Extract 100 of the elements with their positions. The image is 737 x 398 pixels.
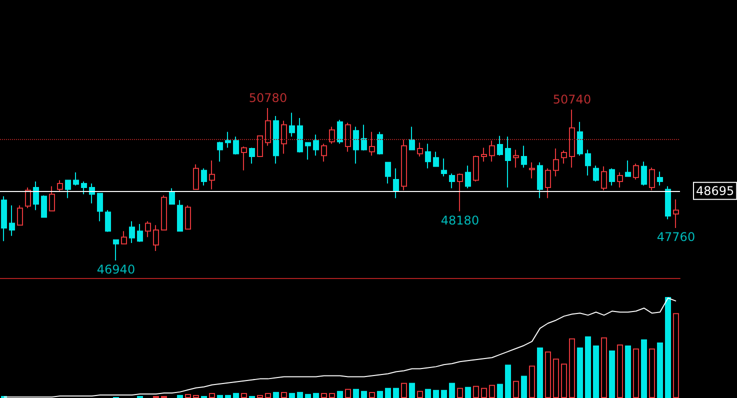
bar bbox=[369, 392, 375, 398]
candlestick bbox=[473, 155, 479, 182]
candlestick bbox=[521, 145, 527, 168]
bar bbox=[529, 366, 535, 398]
candlestick bbox=[65, 180, 71, 199]
bar bbox=[185, 394, 191, 398]
candlestick bbox=[105, 210, 111, 232]
candlestick bbox=[537, 162, 543, 199]
candlestick bbox=[201, 168, 207, 186]
candlestick bbox=[313, 134, 319, 156]
bar bbox=[601, 337, 607, 398]
candlestick bbox=[241, 146, 247, 171]
bar bbox=[361, 390, 367, 398]
candlestick bbox=[609, 168, 615, 186]
bar bbox=[177, 394, 183, 398]
candlestick bbox=[385, 162, 391, 184]
candlestick bbox=[297, 117, 303, 154]
candlestick bbox=[553, 148, 559, 177]
bar bbox=[289, 392, 295, 398]
candlestick bbox=[401, 139, 407, 191]
bar bbox=[273, 392, 279, 398]
bar bbox=[217, 394, 223, 398]
candlestick bbox=[393, 168, 399, 199]
bar bbox=[297, 392, 303, 398]
bar bbox=[657, 342, 663, 398]
bar bbox=[329, 392, 335, 398]
candlestick bbox=[177, 200, 183, 232]
bar bbox=[385, 388, 391, 398]
bar bbox=[337, 390, 343, 398]
candlestick bbox=[113, 239, 119, 262]
candlestick bbox=[49, 186, 55, 212]
bar bbox=[457, 388, 463, 398]
bar bbox=[465, 386, 471, 398]
candlestick bbox=[57, 180, 63, 192]
candlestick bbox=[569, 109, 575, 168]
bar bbox=[321, 392, 327, 398]
bar bbox=[241, 392, 247, 398]
candlestick bbox=[33, 180, 39, 211]
candlestick bbox=[97, 192, 103, 222]
bar bbox=[305, 394, 311, 398]
bar bbox=[625, 345, 631, 398]
candlestick bbox=[81, 180, 87, 195]
bar bbox=[345, 388, 351, 398]
bar bbox=[609, 350, 615, 398]
candlestick bbox=[633, 163, 639, 180]
candlestick bbox=[649, 167, 655, 191]
candlestick bbox=[233, 136, 239, 155]
candlestick bbox=[193, 164, 199, 190]
candlestick bbox=[257, 135, 263, 157]
bar bbox=[449, 382, 455, 398]
bar bbox=[513, 380, 519, 398]
candlestick bbox=[337, 119, 343, 144]
bar bbox=[257, 394, 263, 398]
bar bbox=[281, 392, 287, 398]
annotation: 50780 bbox=[248, 91, 288, 106]
candlestick bbox=[617, 172, 623, 188]
bar bbox=[473, 386, 479, 398]
candlestick bbox=[321, 143, 327, 162]
candlestick bbox=[345, 122, 351, 152]
bar bbox=[521, 376, 527, 398]
candlestick bbox=[169, 188, 175, 205]
candlestick bbox=[465, 165, 471, 189]
candlestick bbox=[73, 172, 79, 186]
bar bbox=[401, 382, 407, 398]
bar bbox=[481, 388, 487, 398]
candlestick bbox=[665, 186, 671, 220]
annotation: 50740 bbox=[552, 92, 592, 107]
candlestick bbox=[673, 198, 679, 228]
candlestick bbox=[641, 161, 647, 186]
candlestick bbox=[593, 165, 599, 182]
candlestick bbox=[577, 121, 583, 156]
candlestick bbox=[137, 223, 143, 242]
candlestick bbox=[433, 151, 439, 167]
candlestick bbox=[625, 160, 631, 177]
candlestick bbox=[425, 143, 431, 169]
candlestick bbox=[529, 162, 535, 179]
bar bbox=[313, 392, 319, 398]
candlestick bbox=[129, 220, 135, 244]
bar bbox=[537, 348, 543, 398]
candlestick bbox=[161, 194, 167, 230]
candlestick bbox=[9, 204, 15, 236]
candlestick bbox=[489, 140, 495, 162]
candlestick bbox=[513, 149, 519, 168]
bar bbox=[209, 392, 215, 398]
bar bbox=[641, 339, 647, 398]
candlestick bbox=[121, 230, 127, 244]
bar bbox=[409, 382, 415, 398]
candlestick bbox=[281, 120, 287, 154]
annotation: 47760 bbox=[656, 230, 696, 244]
bar bbox=[441, 390, 447, 398]
candlestick bbox=[457, 173, 463, 212]
bar bbox=[649, 348, 655, 398]
candlestick bbox=[441, 158, 447, 177]
bar bbox=[673, 313, 679, 398]
candlestick bbox=[265, 108, 271, 146]
candlestick bbox=[145, 220, 151, 238]
bar bbox=[193, 394, 199, 398]
candlestick bbox=[481, 147, 487, 162]
bar bbox=[417, 390, 423, 398]
bar bbox=[489, 384, 495, 398]
